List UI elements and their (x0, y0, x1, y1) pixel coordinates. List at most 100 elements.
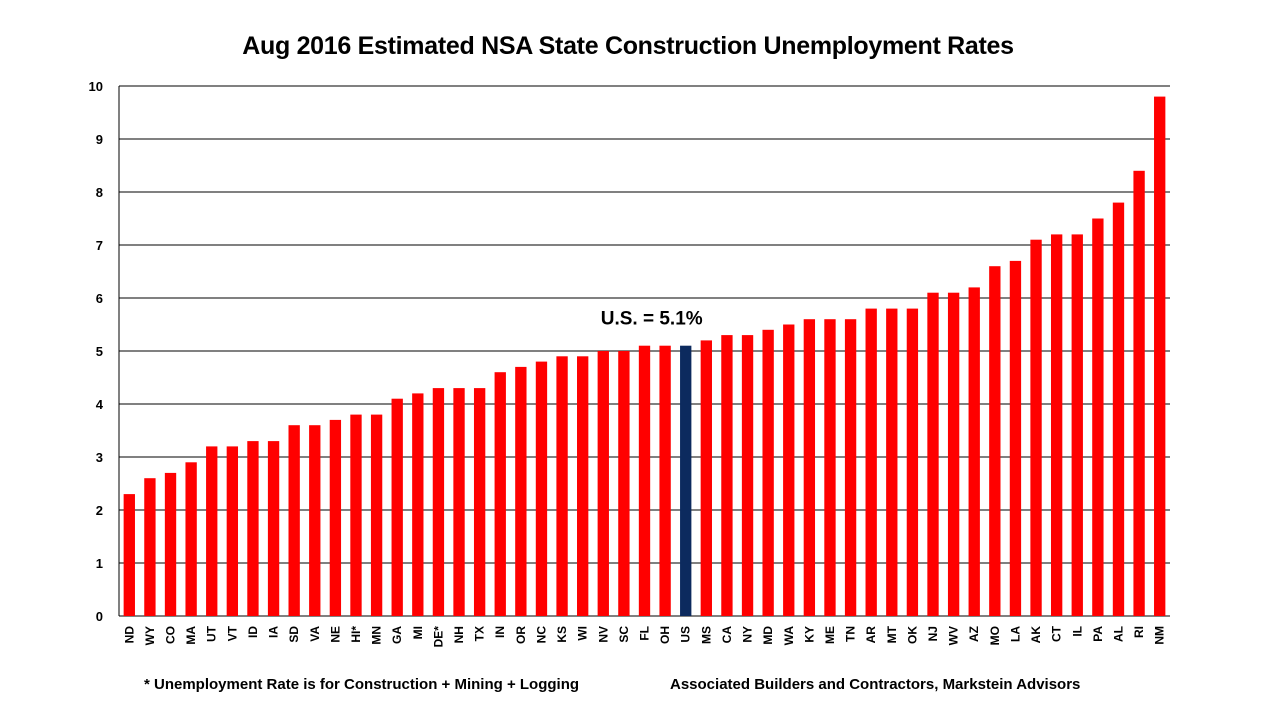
y-axis-ticks: 0 1 2 3 4 5 6 7 8 9 10 (89, 79, 104, 624)
bar-me (824, 319, 836, 616)
bar-va (309, 425, 321, 616)
bar-ca (721, 335, 733, 616)
y-tick-label: 8 (96, 185, 103, 200)
bar-ok (906, 308, 919, 616)
x-tick-label: VA (308, 626, 322, 642)
bar-mo (989, 266, 1001, 616)
bar-wa (783, 324, 795, 616)
bars (123, 96, 1166, 617)
chart-title: Aug 2016 Estimated NSA State Constructio… (242, 32, 1014, 60)
bar-mt (886, 308, 898, 616)
x-tick-label: OH (658, 626, 672, 644)
x-tick-label: ND (122, 626, 136, 644)
x-tick-label: US (679, 626, 693, 643)
bar-ne (329, 419, 342, 616)
bar-sd (288, 425, 300, 616)
bar-nj (927, 292, 939, 616)
y-tick-label: 7 (96, 238, 103, 253)
x-tick-label: NY (741, 626, 755, 643)
x-tick-label: NH (452, 626, 466, 643)
bar-hi (350, 414, 362, 616)
x-tick-label: NJ (926, 626, 940, 641)
x-tick-label: DE* (431, 626, 445, 648)
x-tick-label: CT (1050, 625, 1064, 642)
bar-mn (370, 414, 383, 616)
x-tick-label: AZ (967, 626, 981, 642)
y-tick-label: 5 (96, 344, 103, 359)
bar-tn (844, 319, 857, 616)
x-tick-label: IA (267, 626, 281, 638)
x-tick-label: TN (844, 626, 858, 642)
bar-az (968, 287, 980, 616)
bar-ri (1133, 170, 1145, 617)
x-tick-label: NC (534, 626, 548, 644)
y-tick-label: 1 (96, 556, 103, 571)
x-tick-label: KS (555, 626, 569, 643)
bar-ma (185, 462, 197, 616)
bar-ny (741, 335, 754, 616)
y-tick-label: 4 (96, 397, 104, 412)
bar-pa (1092, 218, 1104, 616)
x-tick-label: PA (1091, 626, 1105, 642)
bar-sc (618, 351, 630, 616)
x-tick-label: IN (493, 626, 507, 638)
y-tick-label: 3 (96, 450, 103, 465)
bar-mi (412, 393, 424, 616)
bar-ks (556, 356, 568, 616)
us-annotation: U.S. = 5.1% (601, 309, 703, 330)
bar-ia (267, 441, 280, 616)
footnote: * Unemployment Rate is for Construction … (144, 676, 580, 693)
bar-nv (597, 351, 609, 616)
x-tick-label: RI (1132, 626, 1146, 638)
x-tick-label: AR (864, 626, 878, 644)
x-tick-label: MN (370, 626, 384, 645)
y-tick-label: 6 (96, 291, 103, 306)
bar-ct (1050, 234, 1063, 616)
bar-ut (206, 446, 218, 616)
bar-co (164, 472, 177, 616)
x-tick-label: HI* (349, 626, 363, 643)
bar-tx (473, 388, 486, 616)
bar-md (762, 329, 774, 616)
bar-la (1009, 260, 1022, 616)
x-tick-label: MO (988, 626, 1002, 645)
y-tick-label: 9 (96, 132, 103, 147)
bar-us (680, 345, 692, 616)
x-tick-label: WI (576, 626, 590, 641)
bar-ky (803, 319, 816, 616)
x-tick-label: IL (1070, 626, 1084, 637)
x-tick-label: NV (596, 626, 610, 643)
x-tick-label: TX (473, 626, 487, 641)
x-tick-label: CA (720, 626, 734, 644)
bar-de (432, 388, 445, 616)
bar-nc (535, 361, 548, 616)
bar-ga (391, 398, 403, 616)
x-tick-label: SC (617, 626, 631, 643)
x-tick-label: OR (514, 626, 528, 644)
x-tick-label: ME (823, 626, 837, 644)
bar-nm (1154, 96, 1166, 617)
bar-fl (638, 345, 651, 616)
bar-ar (865, 308, 877, 616)
bar-ak (1030, 239, 1042, 616)
x-tick-label: FL (638, 626, 652, 641)
x-tick-label: CO (164, 626, 178, 644)
bar-ms (700, 340, 712, 616)
bar-in (494, 372, 506, 616)
x-tick-label: OK (905, 626, 919, 644)
x-tick-label: GA (390, 626, 404, 644)
bar-wy (144, 478, 156, 616)
x-tick-label: MT (885, 625, 899, 643)
bar-or (515, 366, 527, 616)
bar-oh (659, 345, 671, 616)
x-tick-label: LA (1008, 626, 1022, 642)
bar-wi (577, 356, 589, 616)
x-tick-label: WY (143, 626, 157, 645)
bar-nd (123, 494, 135, 616)
y-tick-label: 10 (89, 79, 103, 94)
x-tick-label: WV (947, 626, 961, 645)
x-tick-label: AL (1111, 626, 1125, 642)
source-credit: Associated Builders and Contractors, Mar… (670, 676, 1081, 693)
bar-id (247, 441, 259, 616)
